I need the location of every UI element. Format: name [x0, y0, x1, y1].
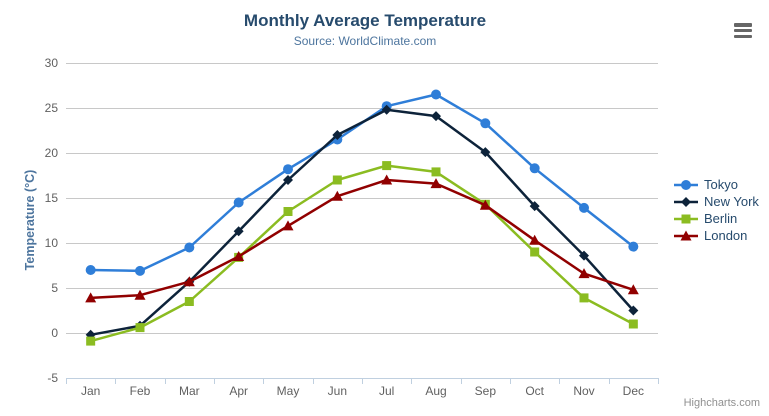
legend-item-tokyo[interactable]: Tokyo	[673, 176, 759, 193]
data-point-Sep[interactable]	[479, 199, 491, 210]
x-axis-label: Mar	[179, 384, 200, 398]
data-point-Mar[interactable]	[183, 276, 195, 287]
data-point-Oct[interactable]	[530, 247, 540, 257]
data-point-Jun[interactable]	[332, 130, 343, 140]
data-point-Dec[interactable]	[628, 241, 639, 252]
x-axis-label: Jul	[379, 384, 394, 398]
y-axis-label: 5	[51, 281, 58, 295]
data-point-Dec[interactable]	[628, 319, 638, 329]
legend-item-label: Berlin	[704, 211, 738, 226]
legend-item-london[interactable]: London	[673, 227, 759, 244]
series-line	[89, 108, 635, 337]
y-axis-title: Temperature (°C)	[23, 169, 37, 271]
x-axis-label: Aug	[425, 384, 446, 398]
highcharts-credit-link[interactable]: Highcharts.com	[683, 397, 760, 409]
data-point-Aug[interactable]	[431, 89, 441, 100]
y-axis-label: 10	[45, 236, 59, 250]
hamburger-icon	[734, 23, 752, 27]
series-london	[85, 174, 639, 303]
x-axis-label: Oct	[525, 384, 544, 398]
x-axis-label: Jan	[81, 384, 100, 398]
data-point-Mar[interactable]	[184, 242, 195, 253]
data-point-Jul[interactable]	[381, 174, 393, 185]
data-point-Nov[interactable]	[579, 202, 589, 213]
series-tokyo	[85, 89, 639, 276]
data-point-May[interactable]	[282, 220, 294, 231]
y-axis-label: 25	[45, 101, 59, 115]
y-axis-label: 30	[45, 56, 59, 70]
legend-item-label: Tokyo	[704, 177, 738, 192]
data-point-legend	[681, 179, 691, 190]
data-point-Nov[interactable]	[578, 268, 590, 279]
export-menu-button[interactable]	[734, 22, 752, 39]
circle-series-marker-icon	[674, 179, 698, 190]
triangle-series-marker-icon	[674, 230, 698, 240]
data-point-May[interactable]	[283, 164, 293, 175]
data-point-Oct[interactable]	[529, 234, 541, 245]
data-point-Dec[interactable]	[627, 284, 639, 295]
series-new-york	[85, 104, 639, 340]
y-axis-label: 15	[45, 191, 59, 205]
data-point-Feb[interactable]	[135, 265, 145, 276]
diamond-series-marker-icon	[674, 196, 698, 207]
data-point-Jul[interactable]	[382, 161, 392, 171]
x-axis-label: Feb	[130, 384, 151, 398]
data-point-Jan[interactable]	[85, 292, 97, 303]
data-point-Apr[interactable]	[233, 251, 245, 261]
data-point-Nov[interactable]	[579, 250, 589, 261]
legend-item-label: New York	[704, 194, 759, 209]
data-point-Nov[interactable]	[579, 293, 589, 303]
data-point-Feb[interactable]	[134, 289, 146, 300]
data-point-Oct[interactable]	[529, 201, 540, 212]
data-point-Aug[interactable]	[431, 167, 441, 177]
data-point-Oct[interactable]	[529, 163, 540, 174]
data-point-Mar[interactable]	[184, 297, 194, 306]
chart-title: Monthly Average Temperature	[243, 11, 487, 30]
x-axis-label: Jun	[328, 384, 347, 398]
y-axis-label: -5	[47, 371, 58, 385]
x-axis-label: Nov	[573, 384, 594, 398]
data-point-legend	[681, 214, 691, 223]
data-point-Aug[interactable]	[430, 178, 442, 189]
data-point-Jan[interactable]	[85, 265, 96, 275]
x-axis-label: Dec	[623, 384, 644, 398]
data-point-May[interactable]	[283, 207, 293, 216]
data-point-legend	[681, 196, 691, 207]
data-point-legend	[680, 230, 692, 240]
data-point-Jan[interactable]	[86, 336, 96, 346]
legend-item-new-york[interactable]: New York	[673, 193, 759, 210]
data-point-Jun[interactable]	[331, 190, 343, 201]
series-line	[89, 164, 635, 343]
data-point-Jun[interactable]	[332, 175, 342, 185]
legend: Tokyo New York Berlin London	[673, 176, 759, 244]
data-point-Jul[interactable]	[381, 104, 392, 115]
y-axis-label: 0	[51, 326, 58, 340]
x-axis-label: Sep	[475, 384, 497, 398]
series-line	[89, 93, 635, 273]
legend-item-berlin[interactable]: Berlin	[673, 210, 759, 227]
data-point-Dec[interactable]	[628, 305, 639, 316]
series-line	[89, 178, 635, 300]
data-point-Sep[interactable]	[480, 118, 491, 129]
data-point-May[interactable]	[283, 175, 293, 185]
data-point-Aug[interactable]	[431, 111, 441, 122]
x-axis-label: May	[277, 384, 300, 398]
data-point-Apr[interactable]	[233, 226, 244, 237]
square-series-marker-icon	[674, 214, 698, 223]
data-point-Sep[interactable]	[480, 147, 491, 158]
chart-subtitle: Source: WorldClimate.com	[293, 34, 437, 48]
legend-item-label: London	[704, 228, 748, 243]
data-point-Apr[interactable]	[233, 197, 244, 208]
data-point-Feb[interactable]	[135, 323, 145, 333]
y-axis-label: 20	[45, 146, 59, 160]
x-axis-label: Apr	[229, 384, 248, 398]
